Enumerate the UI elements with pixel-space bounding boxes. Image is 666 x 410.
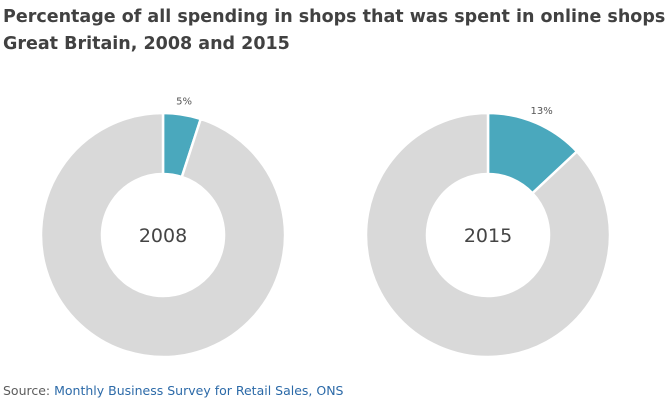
donut-slice-2008-other [39,111,287,359]
chart-title-line-1: Percentage of all spending in shops that… [3,7,666,27]
donut-chart-2008: 5% 2008 [39,97,287,359]
source-link[interactable]: Monthly Business Survey for Retail Sales… [54,383,344,398]
donut-slice-2015-other [364,111,612,359]
chart-title-line-2: Great Britain, 2008 and 2015 [3,34,290,54]
slice-label-2008: 5% [176,97,192,108]
source-note: Source: Monthly Business Survey for Reta… [3,383,344,398]
donut-center-label-2015: 2015 [464,225,512,247]
slice-label-2015: 13% [530,106,552,117]
donut-chart-2015: 13% 2015 [364,106,612,359]
source-prefix: Source: [3,383,55,398]
chart-title: Percentage of all spending in shops that… [3,4,666,58]
donut-charts: 5% 2008 13% 2015 [39,97,612,359]
donut-center-label-2008: 2008 [139,225,187,247]
